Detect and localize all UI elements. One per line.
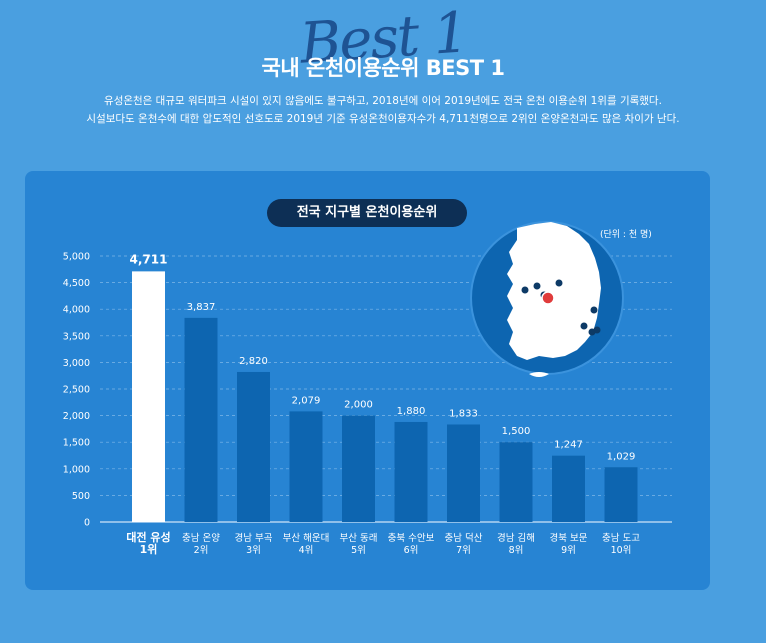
data-label: 1,247 bbox=[554, 440, 583, 451]
data-label: 1,880 bbox=[397, 406, 426, 417]
x-tick-label: 부산 동래 bbox=[340, 533, 378, 544]
x-tick-label: 대전 유성 bbox=[126, 530, 170, 544]
map-marker-icon bbox=[533, 282, 541, 290]
data-label: 2,000 bbox=[344, 400, 373, 411]
data-label: 2,079 bbox=[292, 395, 321, 406]
x-tick-label: 10위 bbox=[611, 544, 632, 556]
y-tick-label: 3,500 bbox=[63, 331, 90, 342]
y-tick-label: 1,500 bbox=[63, 438, 90, 449]
data-label: 1,500 bbox=[502, 426, 531, 437]
map-marker-icon bbox=[555, 279, 563, 287]
bar bbox=[499, 442, 533, 522]
x-tick-label: 6위 bbox=[404, 544, 419, 556]
map-marker-icon bbox=[590, 306, 598, 314]
x-tick-label: 부산 해운대 bbox=[283, 532, 330, 544]
map-marker-icon bbox=[593, 326, 601, 334]
x-tick-label: 충남 덕산 bbox=[445, 533, 483, 544]
x-tick-label: 5위 bbox=[351, 544, 366, 556]
data-label: 4,711 bbox=[130, 252, 168, 266]
korea-peninsula-icon bbox=[507, 222, 601, 360]
map-marker-icon bbox=[580, 322, 588, 330]
x-tick-label: 경남 김해 bbox=[497, 532, 535, 544]
jeju-island-icon bbox=[529, 372, 549, 377]
y-tick-label: 2,500 bbox=[63, 385, 90, 396]
x-tick-label: 3위 bbox=[246, 544, 261, 556]
y-tick-label: 4,000 bbox=[63, 305, 90, 316]
bars: 4,711 3,837 2,820 2,079 2,000 1,880 1,833 1,500… bbox=[130, 252, 638, 522]
x-tick-label: 4위 bbox=[299, 544, 314, 556]
x-tick-label: 1위 bbox=[140, 543, 158, 556]
y-axis-ticks: 0 500 1,000 1,500 2,000 2,500 3,000 3,500 4,000 4… bbox=[63, 252, 90, 529]
bar bbox=[237, 371, 270, 522]
map-marker-icon bbox=[521, 286, 529, 294]
description-line-1: 유성온천은 대규모 워터파크 시설이 있지 않음에도 불구하고, 2018년에 … bbox=[104, 95, 662, 107]
page-title: 국내 온천이용순위 BEST 1 bbox=[261, 56, 505, 80]
data-label: 2,820 bbox=[239, 356, 268, 367]
y-tick-label: 5,000 bbox=[63, 252, 90, 263]
bar bbox=[132, 271, 165, 522]
x-tick-label: 2위 bbox=[194, 544, 209, 556]
x-tick-label: 7위 bbox=[456, 544, 471, 556]
y-tick-label: 500 bbox=[72, 491, 90, 502]
y-tick-label: 1,000 bbox=[63, 464, 90, 475]
description-line-2: 시설보다도 온천수에 대한 압도적인 선호도로 2019년 기준 유성온천이용자… bbox=[86, 113, 680, 125]
x-tick-label: 충남 온양 bbox=[182, 533, 220, 544]
unit-label: (단위 : 천 명) bbox=[600, 230, 652, 240]
x-tick-label: 충북 수안보 bbox=[388, 533, 435, 544]
bar bbox=[552, 455, 585, 522]
x-tick-label: 경북 보문 bbox=[550, 532, 588, 544]
bar bbox=[604, 467, 638, 522]
chart-title: 전국 지구별 온천이용순위 bbox=[267, 199, 467, 227]
bar bbox=[447, 424, 480, 522]
y-tick-label: 0 bbox=[84, 518, 90, 529]
y-tick-label: 2,000 bbox=[63, 411, 90, 422]
x-tick-label: 경남 부곡 bbox=[235, 532, 273, 544]
data-label: 1,029 bbox=[607, 451, 636, 462]
y-tick-label: 3,000 bbox=[63, 358, 90, 369]
data-label: 3,837 bbox=[187, 302, 216, 313]
bar bbox=[342, 415, 375, 522]
x-tick-label: 8위 bbox=[509, 544, 524, 556]
bar bbox=[394, 421, 428, 522]
highlight-marker-icon bbox=[541, 291, 555, 305]
x-tick-label: 9위 bbox=[561, 544, 576, 556]
bar bbox=[289, 411, 323, 522]
korea-map-graphic bbox=[470, 221, 624, 377]
bar bbox=[184, 317, 218, 522]
y-tick-label: 4,500 bbox=[63, 278, 90, 289]
x-tick-label: 충남 도고 bbox=[602, 533, 640, 544]
data-label: 1,833 bbox=[449, 408, 478, 419]
